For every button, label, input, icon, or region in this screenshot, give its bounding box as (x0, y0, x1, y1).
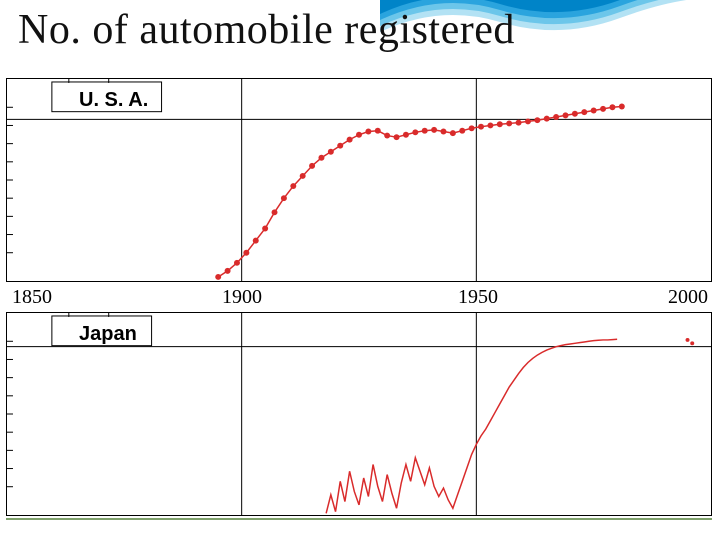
series-label-usa: U. S. A. (79, 89, 148, 112)
xaxis-tick-1950: 1950 (458, 286, 498, 309)
chart-container: U. S. A. 1850 1900 1950 2000 Japan (6, 78, 712, 518)
xaxis-tick-2000: 2000 (668, 286, 708, 309)
series-label-japan: Japan (79, 323, 137, 346)
chart-panel-usa: U. S. A. (6, 78, 712, 282)
xaxis-tick-1900: 1900 (222, 286, 262, 309)
page-title: No. of automobile registered (18, 6, 515, 54)
xaxis-tick-1850: 1850 (12, 286, 52, 309)
slide: No. of automobile registered U. S. A. 18… (0, 0, 720, 540)
bottom-accent-line (6, 518, 712, 520)
x-axis-labels: 1850 1900 1950 2000 (6, 286, 712, 310)
chart-panel-japan: Japan (6, 312, 712, 516)
